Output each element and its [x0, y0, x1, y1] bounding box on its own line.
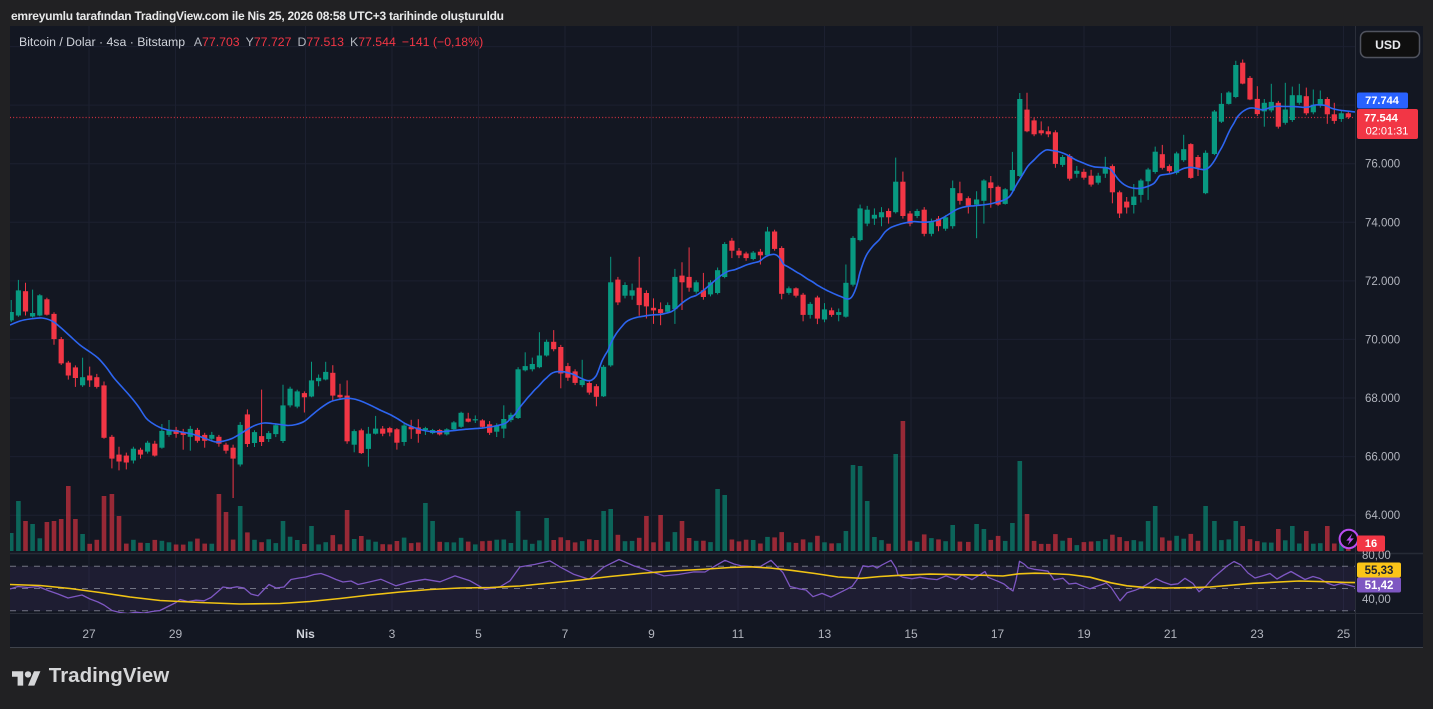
svg-text:77.544: 77.544 [1364, 113, 1399, 125]
svg-text:51,42: 51,42 [1365, 580, 1394, 592]
svg-text:55,33: 55,33 [1365, 565, 1394, 577]
svg-text:21: 21 [1164, 627, 1178, 641]
svg-text:74.000: 74.000 [1365, 217, 1400, 229]
svg-text:77.744: 77.744 [1365, 95, 1400, 107]
svg-text:16: 16 [1365, 538, 1377, 550]
svg-text:15: 15 [904, 627, 918, 641]
svg-text:19: 19 [1077, 627, 1091, 641]
svg-text:25: 25 [1337, 627, 1351, 641]
svg-text:27: 27 [82, 627, 96, 641]
svg-text:02:01:31: 02:01:31 [1366, 126, 1409, 138]
svg-text:5: 5 [475, 627, 482, 641]
svg-text:76.000: 76.000 [1365, 159, 1400, 171]
svg-text:68.000: 68.000 [1365, 393, 1400, 405]
svg-text:11: 11 [732, 627, 745, 641]
svg-text:7: 7 [562, 627, 569, 641]
svg-text:3: 3 [389, 627, 396, 641]
svg-text:40,00: 40,00 [1362, 594, 1391, 606]
svg-text:23: 23 [1250, 627, 1264, 641]
svg-text:29: 29 [169, 627, 183, 641]
svg-text:13: 13 [818, 627, 832, 641]
svg-text:72.000: 72.000 [1365, 276, 1400, 288]
svg-text:70.000: 70.000 [1365, 334, 1400, 346]
svg-text:66.000: 66.000 [1365, 452, 1400, 464]
svg-text:9: 9 [648, 627, 655, 641]
svg-text:Nis: Nis [296, 627, 315, 641]
svg-text:Bitcoin / Dolar · 4sa · Bitsta: Bitcoin / Dolar · 4sa · Bitstamp A77.703… [19, 35, 483, 49]
svg-text:64.000: 64.000 [1365, 510, 1400, 522]
svg-text:17: 17 [991, 627, 1005, 641]
svg-text:80,00: 80,00 [1362, 550, 1391, 562]
svg-text:USD: USD [1375, 38, 1401, 52]
